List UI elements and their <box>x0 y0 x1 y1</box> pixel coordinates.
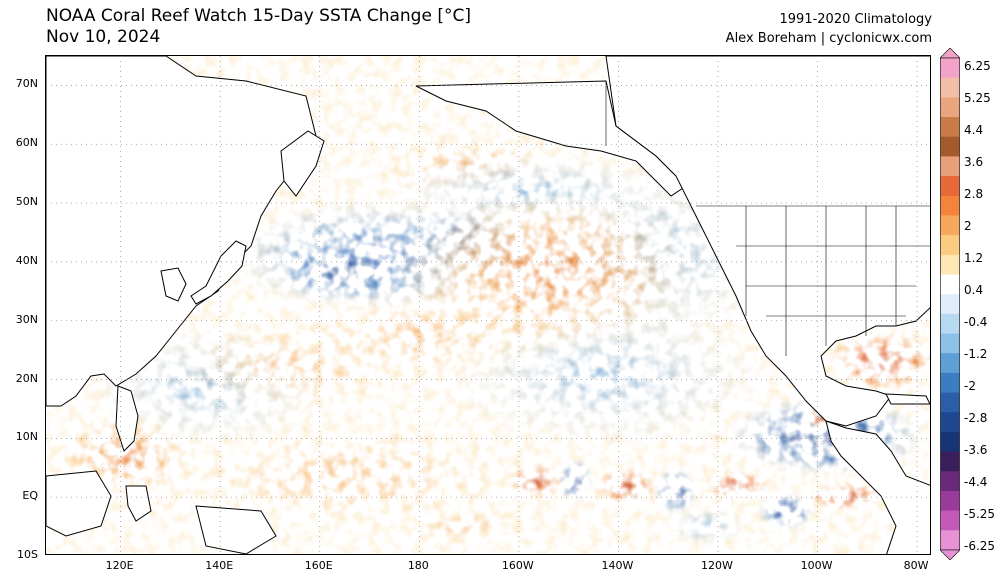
colorbar-segment <box>940 313 960 335</box>
lat-tick-label: 20N <box>15 371 38 385</box>
lon-tick-label: 100W <box>800 559 833 572</box>
author-credit: Alex Boreham | cyclonicwx.com <box>725 31 932 46</box>
central-america <box>825 420 930 554</box>
borneo <box>46 470 112 537</box>
colorbar-segment <box>940 97 960 118</box>
cuba <box>885 393 930 405</box>
graticule <box>46 56 930 554</box>
colorbar-tick-label: -0.4 <box>964 315 988 329</box>
colorbar-tick-label: 4.4 <box>964 123 984 137</box>
ssta-map <box>45 55 931 555</box>
colorbar-tick-label: 2.8 <box>964 187 984 201</box>
colorbar-segment <box>940 392 960 413</box>
colorbar-tick-label: -3.6 <box>964 443 988 457</box>
lat-tick-label: 30N <box>15 312 38 326</box>
colorbar-segment <box>940 176 960 197</box>
lat-tick-label: 40N <box>15 253 38 267</box>
colorbar-segment <box>940 254 960 275</box>
lat-tick-label: 10N <box>15 430 38 444</box>
lat-tick-label: 10S <box>17 548 38 561</box>
lat-tick-label: 50N <box>15 195 38 209</box>
colorbar-segment <box>940 333 960 354</box>
colorbar-tick-label: 5.25 <box>964 91 991 105</box>
colorbar <box>940 48 960 560</box>
colorbar-segment <box>940 77 960 98</box>
asia-landmass <box>46 56 317 407</box>
lon-tick-label: 160E <box>304 559 333 572</box>
state-borders <box>605 81 930 356</box>
korea-peninsula <box>160 267 187 302</box>
colorbar-tick-label: -2 <box>964 379 976 393</box>
credit-block: 1991-2020 Climatology Alex Boreham | cyc… <box>726 10 932 48</box>
map-canvas <box>46 56 930 554</box>
colorbar-tick-label: -4.4 <box>964 475 988 489</box>
colorbar-segment <box>940 431 960 453</box>
sulawesi <box>125 485 152 522</box>
colorbar-segment <box>940 372 960 394</box>
colorbar-segment <box>940 156 960 177</box>
colorbar-segment <box>940 490 960 512</box>
colorbar-segment <box>940 117 960 138</box>
title-line-1: NOAA Coral Reef Watch 15-Day SSTA Change… <box>46 6 471 26</box>
title-date: Nov 10, 2024 <box>46 27 161 47</box>
kamchatka <box>280 130 325 197</box>
colorbar-tick-label: -1.2 <box>964 347 988 361</box>
lon-tick-label: 160W <box>501 559 534 572</box>
colorbar-min-arrow <box>940 549 960 560</box>
colorbar-tick-label: 2 <box>964 219 972 233</box>
lon-tick-label: 120E <box>105 559 134 572</box>
colorbar-segment <box>940 274 960 295</box>
colorbar-tick-label: 3.6 <box>964 155 984 169</box>
map-title: NOAA Coral Reef Watch 15-Day SSTA Change… <box>46 6 471 48</box>
lon-tick-label: 120W <box>701 559 733 572</box>
colorbar-tick-label: 6.25 <box>964 59 991 73</box>
lat-tick-label: EQ <box>22 489 38 503</box>
colorbar-segment <box>940 195 960 216</box>
lon-tick-label: 140E <box>205 559 234 572</box>
lat-tick-label: 70N <box>15 77 38 91</box>
colorbar-max-arrow <box>940 48 960 59</box>
colorbar-segment <box>940 471 960 492</box>
lon-tick-label: 180 <box>407 559 429 572</box>
lon-tick-label: 140W <box>601 559 634 572</box>
japan-islands <box>190 240 247 305</box>
colorbar-segment <box>940 412 960 433</box>
climatology-label: 1991-2020 Climatology <box>779 12 932 27</box>
new-guinea <box>195 505 277 554</box>
colorbar-segment <box>940 510 960 531</box>
north-america <box>605 56 930 427</box>
colorbar-segment <box>940 235 960 256</box>
colorbar-tick-label: 0.4 <box>964 283 984 297</box>
lon-tick-label: 80W <box>903 559 929 572</box>
colorbar-tick-label: -2.8 <box>964 411 988 425</box>
colorbar-tick-label: -5.25 <box>964 507 996 521</box>
land <box>46 56 930 554</box>
colorbar-tick-label: -6.25 <box>964 539 996 553</box>
colorbar-segment <box>940 136 960 157</box>
colorbar-segment <box>940 58 960 79</box>
colorbar-tick-label: 1.2 <box>964 251 984 265</box>
philippines <box>115 385 139 452</box>
colorbar-segment <box>940 451 960 472</box>
colorbar-segment <box>940 215 960 236</box>
lat-tick-label: 60N <box>15 136 38 150</box>
colorbar-segment <box>940 353 960 374</box>
colorbar-segment <box>940 530 960 551</box>
colorbar-segment <box>940 294 960 315</box>
